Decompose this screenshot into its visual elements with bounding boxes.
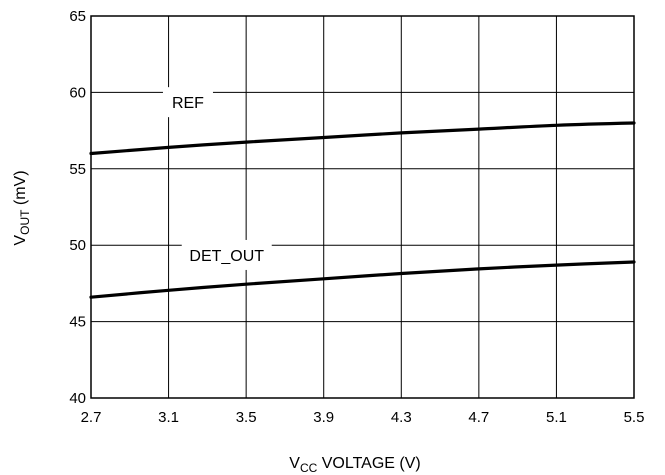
x-tick-label: 4.3	[391, 409, 412, 426]
x-axis-label: VCC VOLTAGE (V)	[289, 455, 420, 475]
x-tick-label: 5.1	[546, 409, 567, 426]
y-tick-label: 40	[69, 390, 86, 407]
y-axis-label-rest: (mV)	[12, 170, 29, 209]
y-axis-label-main: V	[12, 235, 29, 246]
series-label-bg	[181, 239, 272, 270]
series-line-ref	[89, 121, 636, 156]
x-tick-label: 3.5	[236, 409, 257, 426]
series-line-det-out	[89, 260, 636, 299]
x-tick-label: 2.7	[81, 409, 102, 426]
x-tick-label: 3.1	[158, 409, 179, 426]
series-label-det-out: DET_OUT	[189, 248, 264, 265]
y-tick-label: 55	[69, 161, 86, 178]
series-labels: REF DET_OUT	[162, 87, 272, 270]
y-axis-label: VOUT (mV)	[12, 170, 32, 245]
y-tick-label: 45	[69, 314, 86, 331]
series-lines	[89, 121, 636, 299]
series-label-bg	[162, 87, 213, 118]
x-tick-label: 3.9	[313, 409, 334, 426]
x-axis-label-rest: VOLTAGE (V)	[317, 455, 420, 472]
x-tick-label: 4.7	[468, 409, 489, 426]
plot-frame	[90, 15, 635, 399]
grid	[91, 16, 634, 398]
x-tick-labels: 2.7 3.1 3.5 3.9 4.3 4.7 5.1 5.5	[81, 409, 645, 426]
x-axis-label-sub: CC	[300, 461, 318, 475]
series-label-ref: REF	[172, 95, 204, 112]
x-axis-label-main: V	[289, 455, 300, 472]
y-tick-labels: 40 45 50 55 60 65	[69, 8, 86, 407]
y-tick-label: 50	[69, 237, 86, 254]
y-tick-label: 65	[69, 8, 86, 25]
x-tick-label: 5.5	[624, 409, 645, 426]
y-axis-label-sub: OUT	[18, 209, 32, 235]
y-tick-label: 60	[69, 84, 86, 101]
